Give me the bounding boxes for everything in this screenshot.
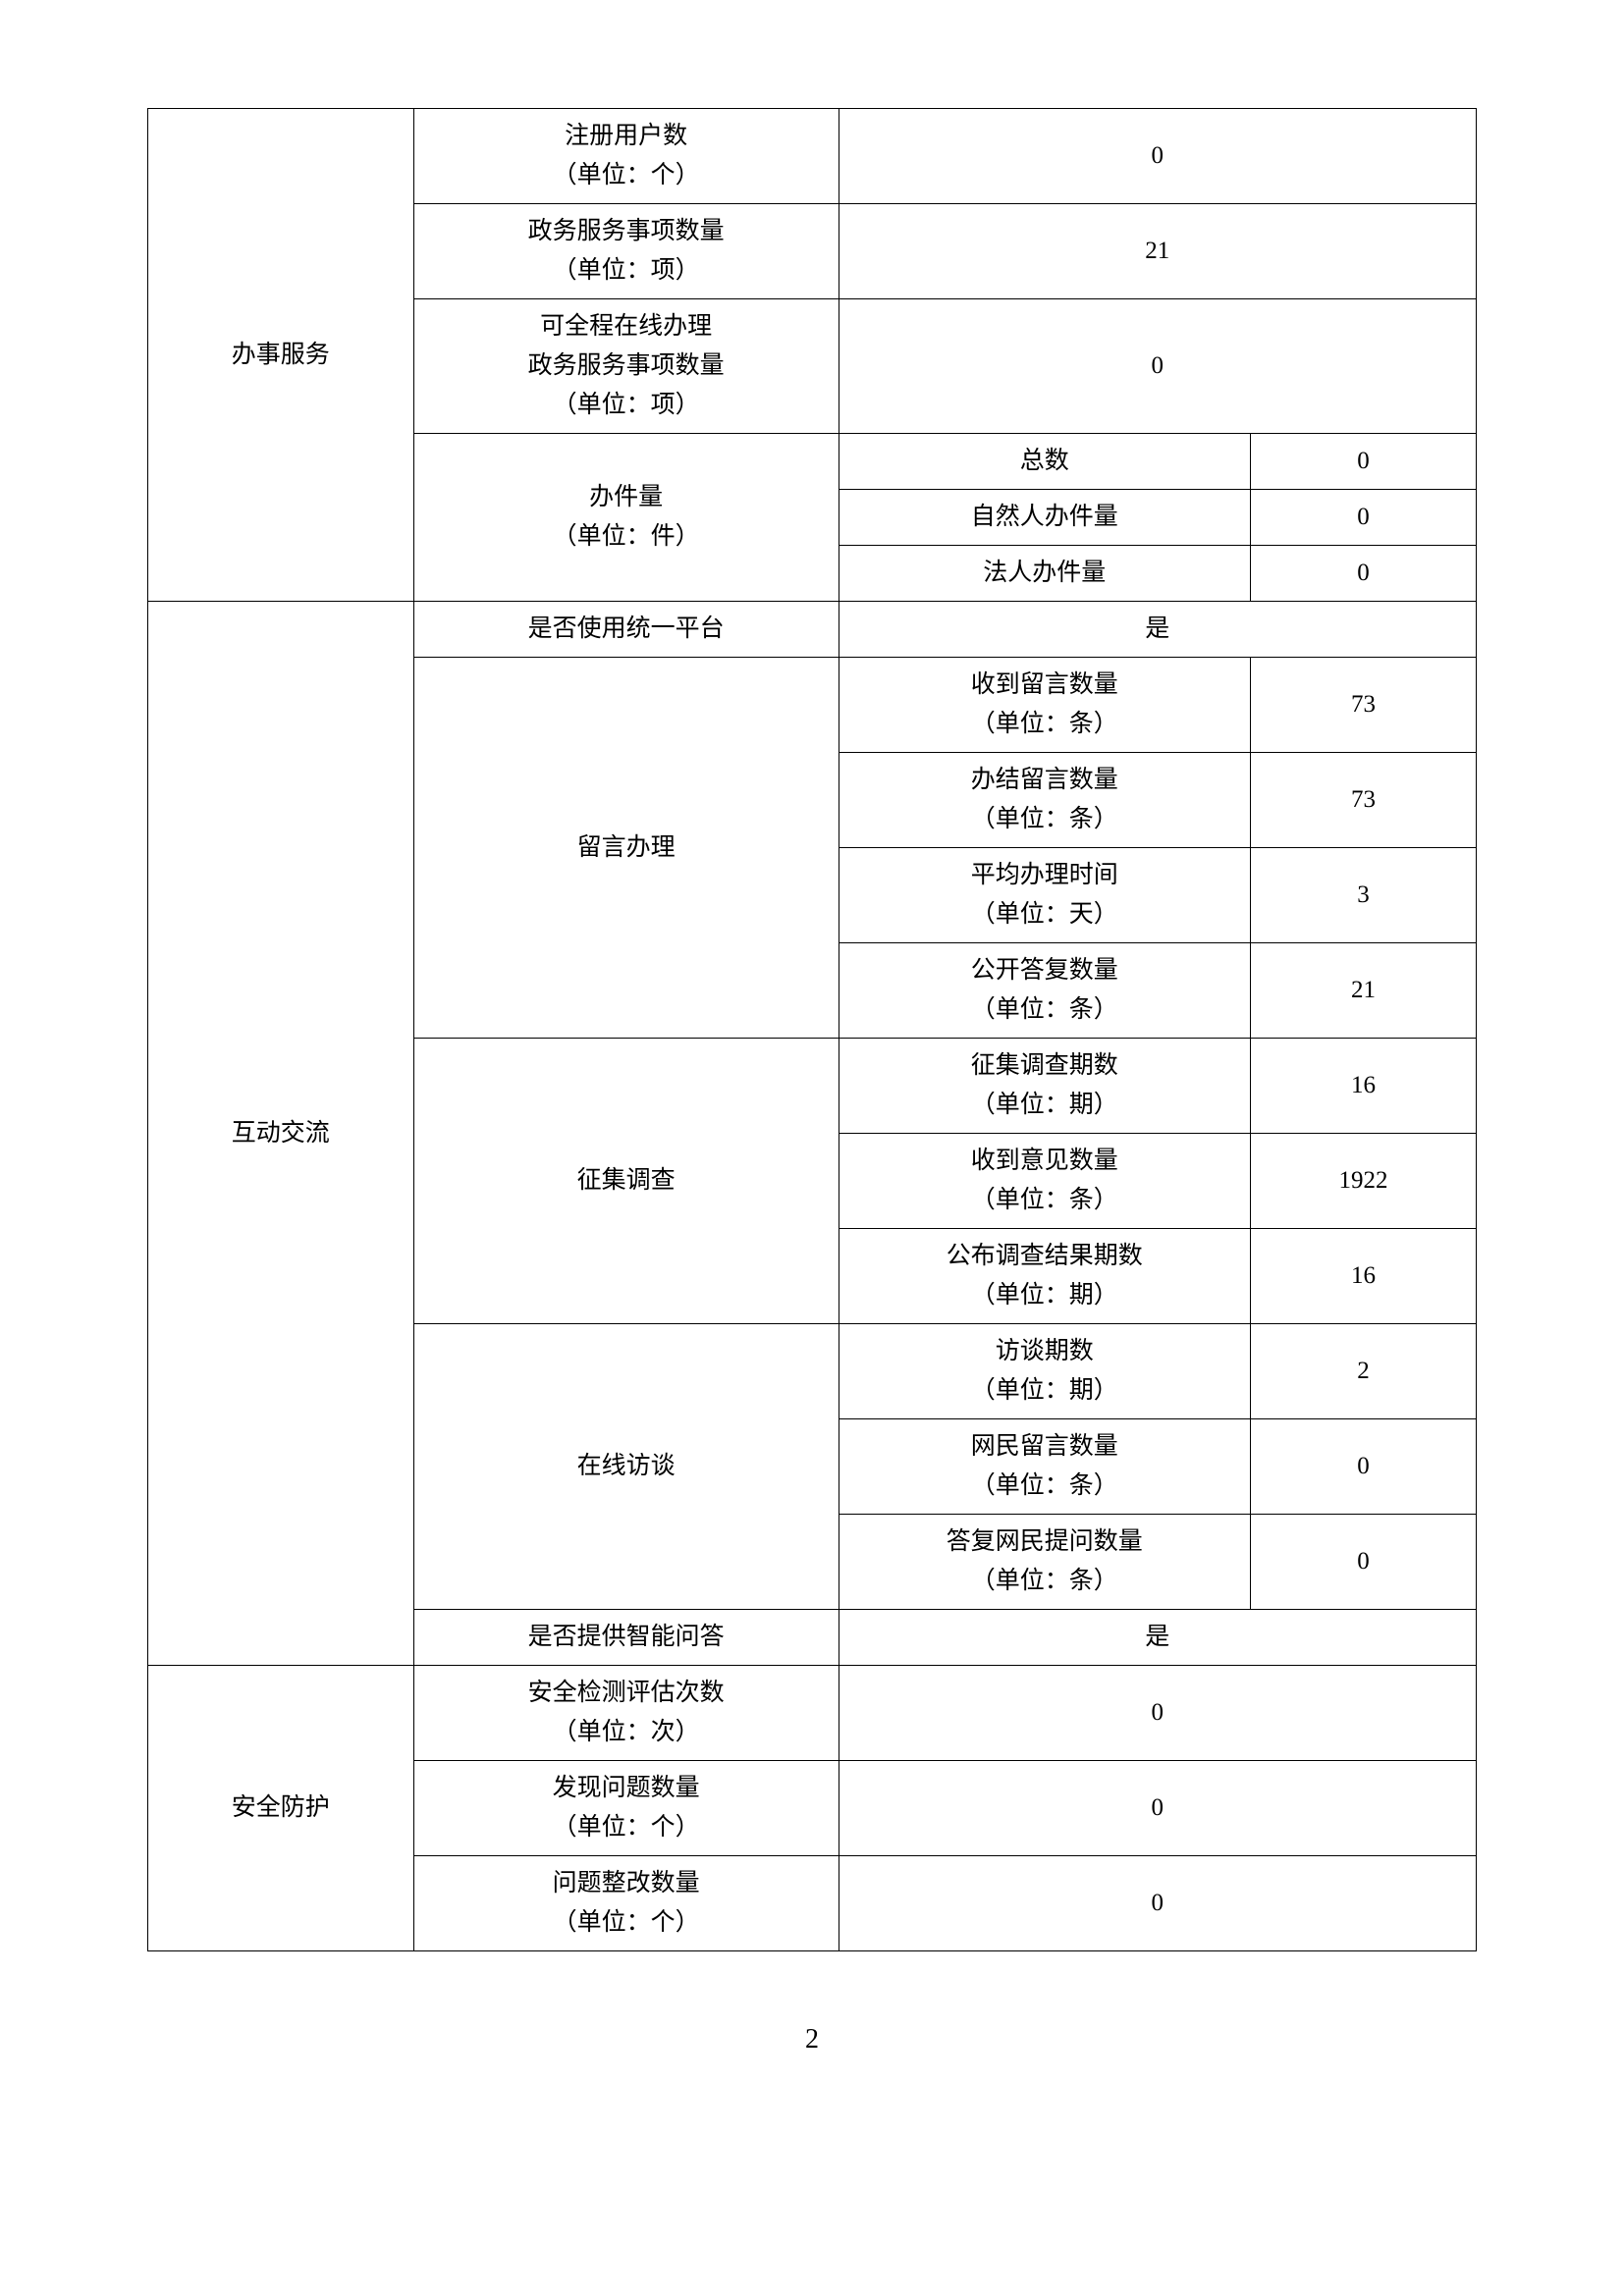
label-text: 公布调查结果期数 [947,1243,1143,1269]
cell-value: 0 [839,1761,1476,1856]
section-title-service: 办事服务 [148,109,414,602]
cell-label: 征集调查 [413,1039,839,1324]
cell-label: 发现问题数量 （单位：个） [413,1761,839,1856]
cell-sublabel: 办结留言数量 （单位：条） [839,753,1250,848]
label-text: 注册用户数 [565,123,687,149]
label-text: 征集调查期数 [971,1052,1118,1079]
unit-text: （单位：条） [971,711,1118,737]
unit-text: （单位：期） [971,1282,1118,1308]
unit-text: （单位：条） [971,806,1118,832]
cell-value: 73 [1250,658,1476,753]
label-text: 访谈期数 [996,1338,1094,1364]
cell-value: 0 [839,1666,1476,1761]
section-title-interaction: 互动交流 [148,602,414,1666]
unit-text: （单位：条） [971,1187,1118,1213]
cell-value: 0 [1250,434,1476,490]
cell-value: 0 [839,1856,1476,1951]
section-title-security: 安全防护 [148,1666,414,1951]
label-text: 办结留言数量 [971,767,1118,793]
label-text: 平均办理时间 [971,862,1118,888]
cell-sublabel: 法人办件量 [839,546,1250,602]
cell-sublabel: 平均办理时间 （单位：天） [839,848,1250,943]
unit-text: （单位：个） [553,1814,700,1841]
cell-value: 是 [839,602,1476,658]
cell-value: 0 [1250,1419,1476,1515]
table-row: 办事服务 注册用户数 （单位：个） 0 [148,109,1477,204]
unit-text: （单位：个） [553,162,700,188]
cell-label: 政务服务事项数量 （单位：项） [413,204,839,299]
cell-label: 是否提供智能问答 [413,1610,839,1666]
cell-label: 留言办理 [413,658,839,1039]
unit-text: （单位：期） [971,1092,1118,1118]
unit-text: （单位：次） [553,1719,700,1745]
cell-value: 0 [1250,1515,1476,1610]
label-text: 发现问题数量 [553,1775,700,1801]
cell-label: 注册用户数 （单位：个） [413,109,839,204]
unit-text: （单位：条） [971,996,1118,1023]
label-text: 办件量 [589,484,663,510]
label-text: 政务服务事项数量 [528,352,725,379]
cell-value: 是 [839,1610,1476,1666]
label-text: 答复网民提问数量 [947,1528,1143,1555]
label-text: 政务服务事项数量 [528,218,725,244]
unit-text: （单位：个） [553,1909,700,1936]
cell-sublabel: 答复网民提问数量 （单位：条） [839,1515,1250,1610]
cell-label: 问题整改数量 （单位：个） [413,1856,839,1951]
label-text: 安全检测评估次数 [528,1680,725,1706]
cell-value: 73 [1250,753,1476,848]
label-text: 收到意见数量 [971,1148,1118,1174]
cell-sublabel: 自然人办件量 [839,490,1250,546]
unit-text: （单位：天） [971,901,1118,928]
cell-sublabel: 总数 [839,434,1250,490]
label-text: 可全程在线办理 [540,313,712,340]
table-row: 安全防护 安全检测评估次数 （单位：次） 0 [148,1666,1477,1761]
cell-sublabel: 收到留言数量 （单位：条） [839,658,1250,753]
cell-label: 在线访谈 [413,1324,839,1610]
unit-text: （单位：期） [971,1377,1118,1404]
cell-sublabel: 公布调查结果期数 （单位：期） [839,1229,1250,1324]
cell-value: 0 [1250,546,1476,602]
unit-text: （单位：项） [553,257,700,284]
cell-sublabel: 公开答复数量 （单位：条） [839,943,1250,1039]
cell-value: 0 [1250,490,1476,546]
label-text: 网民留言数量 [971,1433,1118,1460]
cell-value: 16 [1250,1229,1476,1324]
cell-sublabel: 征集调查期数 （单位：期） [839,1039,1250,1134]
unit-text: （单位：项） [553,392,700,418]
cell-value: 1922 [1250,1134,1476,1229]
cell-sublabel: 收到意见数量 （单位：条） [839,1134,1250,1229]
cell-value: 0 [839,109,1476,204]
unit-text: （单位：条） [971,1472,1118,1499]
cell-value: 0 [839,299,1476,434]
cell-sublabel: 网民留言数量 （单位：条） [839,1419,1250,1515]
unit-text: （单位：件） [553,523,700,550]
cell-value: 21 [839,204,1476,299]
cell-value: 3 [1250,848,1476,943]
cell-value: 21 [1250,943,1476,1039]
cell-label: 办件量 （单位：件） [413,434,839,602]
page-container: 办事服务 注册用户数 （单位：个） 0 政务服务事项数量 （单位：项） 21 可… [0,0,1624,1951]
table-row: 互动交流 是否使用统一平台 是 [148,602,1477,658]
cell-sublabel: 访谈期数 （单位：期） [839,1324,1250,1419]
cell-value: 16 [1250,1039,1476,1134]
cell-label: 是否使用统一平台 [413,602,839,658]
cell-value: 2 [1250,1324,1476,1419]
unit-text: （单位：条） [971,1568,1118,1594]
data-table: 办事服务 注册用户数 （单位：个） 0 政务服务事项数量 （单位：项） 21 可… [147,108,1477,1951]
label-text: 公开答复数量 [971,957,1118,984]
page-number: 2 [0,2024,1624,2056]
label-text: 问题整改数量 [553,1870,700,1896]
cell-label: 可全程在线办理 政务服务事项数量 （单位：项） [413,299,839,434]
cell-label: 安全检测评估次数 （单位：次） [413,1666,839,1761]
label-text: 收到留言数量 [971,671,1118,698]
